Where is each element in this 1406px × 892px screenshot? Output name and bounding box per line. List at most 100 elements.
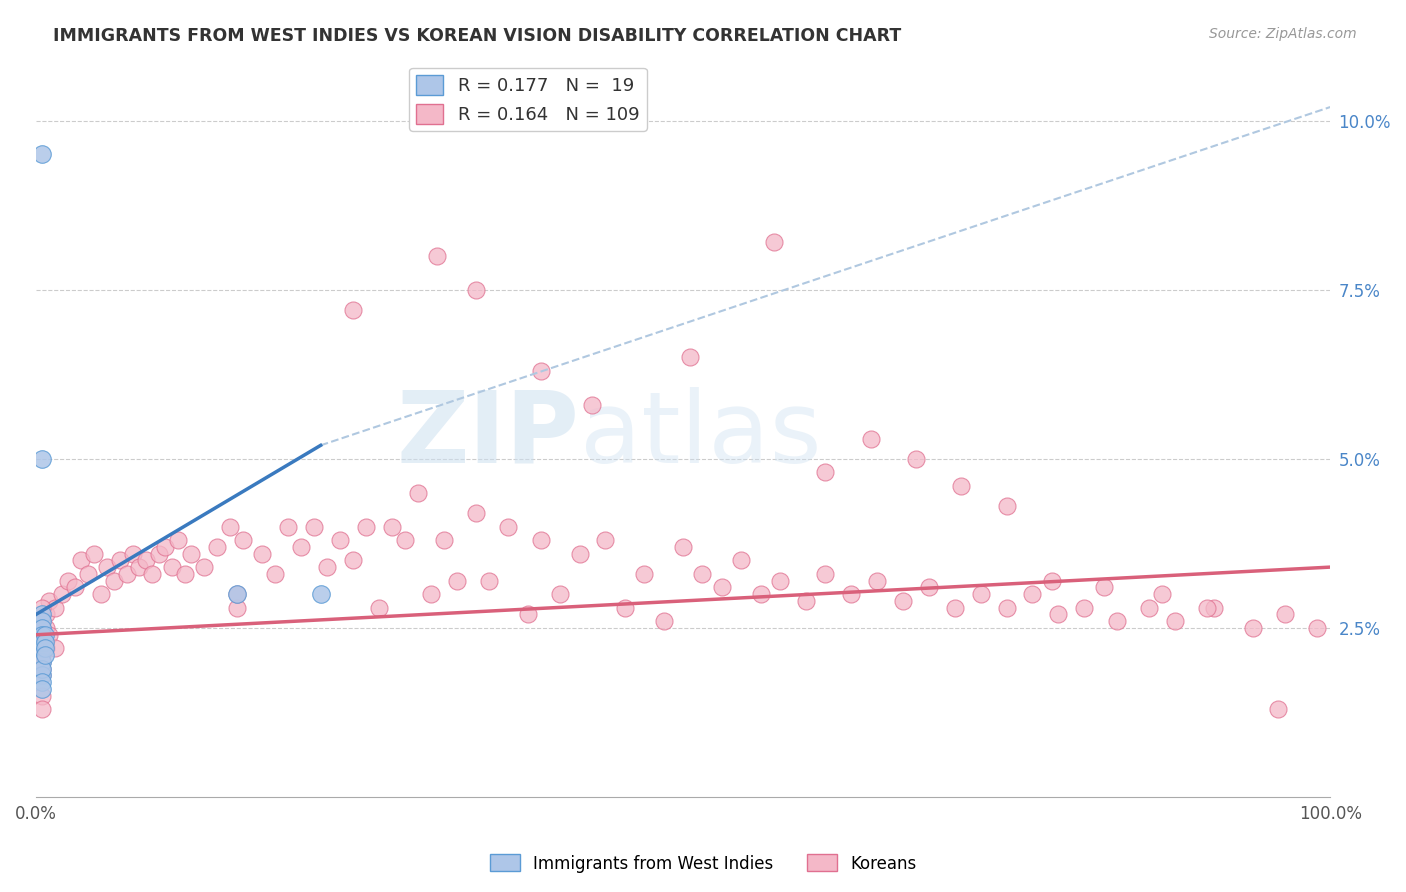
Point — [498, 519, 520, 533]
Point — [44, 600, 66, 615]
Point — [35, 621, 58, 635]
Point — [31, 614, 53, 628]
Point — [465, 506, 488, 520]
Point — [478, 574, 501, 588]
Point — [141, 566, 163, 581]
Point — [160, 560, 183, 574]
Point — [290, 540, 312, 554]
Point — [31, 702, 53, 716]
Point — [692, 566, 714, 581]
Point — [44, 641, 66, 656]
Point — [568, 547, 591, 561]
Point — [891, 594, 914, 608]
Point — [433, 533, 456, 547]
Point — [678, 351, 700, 365]
Text: Source: ZipAtlas.com: Source: ZipAtlas.com — [1209, 27, 1357, 41]
Point — [225, 600, 247, 615]
Point — [167, 533, 190, 547]
Point — [108, 553, 131, 567]
Point — [31, 634, 53, 648]
Point — [193, 560, 215, 574]
Point — [633, 566, 655, 581]
Point — [329, 533, 352, 547]
Point — [581, 398, 603, 412]
Point — [710, 581, 733, 595]
Point — [122, 547, 145, 561]
Point — [31, 681, 53, 696]
Point — [31, 662, 53, 676]
Point — [264, 566, 287, 581]
Point — [205, 540, 228, 554]
Point — [31, 621, 53, 635]
Point — [1047, 607, 1070, 622]
Point — [943, 600, 966, 615]
Point — [342, 303, 364, 318]
Point — [652, 614, 675, 628]
Point — [730, 553, 752, 567]
Point — [794, 594, 817, 608]
Point — [905, 451, 928, 466]
Text: IMMIGRANTS FROM WEST INDIES VS KOREAN VISION DISABILITY CORRELATION CHART: IMMIGRANTS FROM WEST INDIES VS KOREAN VI… — [53, 27, 901, 45]
Point — [1137, 600, 1160, 615]
Point — [1241, 621, 1264, 635]
Point — [814, 566, 837, 581]
Point — [530, 364, 553, 378]
Point — [419, 587, 441, 601]
Point — [34, 628, 56, 642]
Point — [342, 553, 364, 567]
Point — [918, 581, 941, 595]
Point — [859, 432, 882, 446]
Point — [595, 533, 617, 547]
Point — [31, 634, 53, 648]
Point — [35, 641, 58, 656]
Point — [995, 600, 1018, 615]
Point — [1092, 581, 1115, 595]
Point — [34, 648, 56, 662]
Point — [31, 621, 53, 635]
Point — [180, 547, 202, 561]
Point — [76, 566, 98, 581]
Point — [31, 614, 53, 628]
Point — [381, 519, 404, 533]
Point — [31, 648, 53, 662]
Point — [769, 574, 792, 588]
Point — [135, 553, 157, 567]
Point — [31, 668, 53, 682]
Point — [232, 533, 254, 547]
Point — [302, 519, 325, 533]
Point — [354, 519, 377, 533]
Point — [31, 668, 53, 682]
Point — [70, 553, 93, 567]
Point — [1274, 607, 1296, 622]
Point — [762, 235, 785, 250]
Point — [1202, 600, 1225, 615]
Point — [277, 519, 299, 533]
Point — [995, 500, 1018, 514]
Point — [58, 574, 80, 588]
Point — [1021, 587, 1043, 601]
Point — [1164, 614, 1187, 628]
Point — [31, 641, 53, 656]
Point — [128, 560, 150, 574]
Point — [1306, 621, 1329, 635]
Point — [155, 540, 177, 554]
Point — [1105, 614, 1128, 628]
Point — [31, 662, 53, 676]
Point — [31, 607, 53, 622]
Point — [31, 600, 53, 615]
Point — [31, 655, 53, 669]
Point — [38, 628, 60, 642]
Text: atlas: atlas — [579, 387, 821, 483]
Point — [90, 587, 112, 601]
Point — [31, 628, 53, 642]
Point — [309, 587, 332, 601]
Point — [115, 566, 138, 581]
Point — [672, 540, 695, 554]
Point — [31, 655, 53, 669]
Point — [1197, 600, 1219, 615]
Point — [426, 249, 449, 263]
Point — [316, 560, 339, 574]
Point — [548, 587, 571, 601]
Point — [35, 607, 58, 622]
Point — [51, 587, 73, 601]
